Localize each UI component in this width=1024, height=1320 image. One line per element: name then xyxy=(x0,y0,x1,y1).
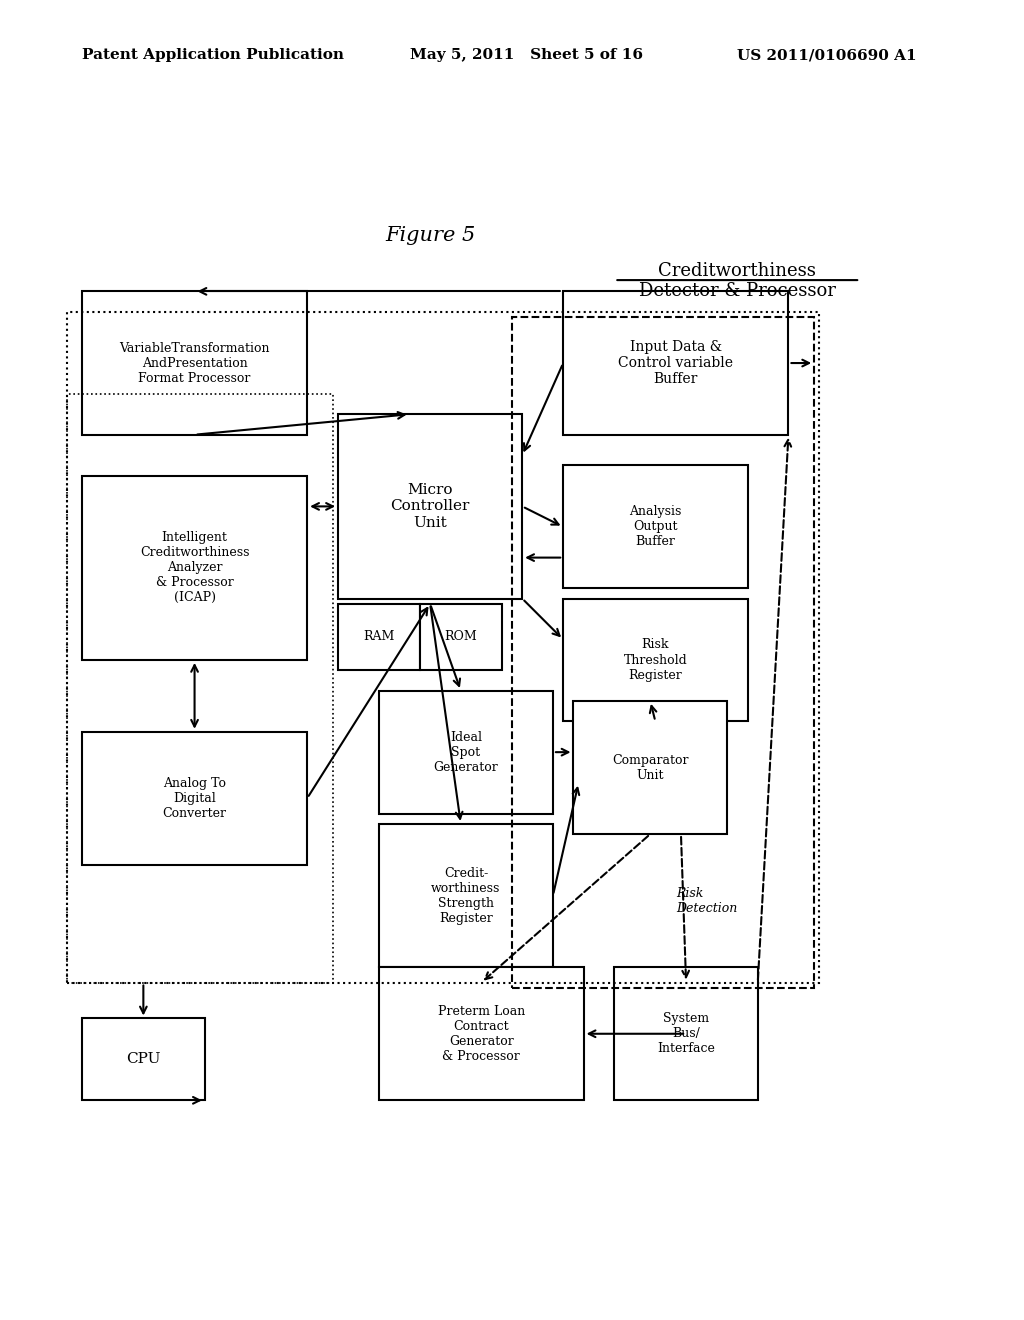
Text: May 5, 2011   Sheet 5 of 16: May 5, 2011 Sheet 5 of 16 xyxy=(410,49,643,62)
FancyBboxPatch shape xyxy=(82,731,307,865)
Text: System
Bus/
Interface: System Bus/ Interface xyxy=(657,1012,715,1055)
FancyBboxPatch shape xyxy=(420,603,502,671)
Text: Analog To
Digital
Converter: Analog To Digital Converter xyxy=(163,776,226,820)
Text: Creditworthiness: Creditworthiness xyxy=(658,261,816,280)
Text: Input Data &
Control variable
Buffer: Input Data & Control variable Buffer xyxy=(618,339,733,387)
FancyBboxPatch shape xyxy=(614,968,758,1101)
Text: Ideal
Spot
Generator: Ideal Spot Generator xyxy=(433,731,499,774)
FancyBboxPatch shape xyxy=(563,292,788,434)
FancyBboxPatch shape xyxy=(82,1019,205,1101)
FancyBboxPatch shape xyxy=(338,414,522,598)
Text: Figure 5: Figure 5 xyxy=(385,226,475,244)
FancyBboxPatch shape xyxy=(82,475,307,660)
Text: Micro
Controller
Unit: Micro Controller Unit xyxy=(390,483,470,529)
FancyBboxPatch shape xyxy=(82,292,307,434)
Text: VariableTransformation
AndPresentation
Format Processor: VariableTransformation AndPresentation F… xyxy=(120,342,269,384)
Text: RAM: RAM xyxy=(364,631,394,643)
Text: Risk
Detection: Risk Detection xyxy=(676,887,737,915)
FancyBboxPatch shape xyxy=(563,598,748,722)
FancyBboxPatch shape xyxy=(338,603,420,671)
FancyBboxPatch shape xyxy=(379,968,584,1101)
Text: CPU: CPU xyxy=(126,1052,161,1067)
Text: Analysis
Output
Buffer: Analysis Output Buffer xyxy=(629,506,682,548)
Text: Risk
Threshold
Register: Risk Threshold Register xyxy=(624,639,687,681)
Text: Detector & Processor: Detector & Processor xyxy=(639,282,836,301)
Text: US 2011/0106690 A1: US 2011/0106690 A1 xyxy=(737,49,916,62)
Text: Comparator
Unit: Comparator Unit xyxy=(612,754,688,781)
Text: Intelligent
Creditworthiness
Analyzer
& Processor
(ICAP): Intelligent Creditworthiness Analyzer & … xyxy=(140,532,249,605)
FancyBboxPatch shape xyxy=(563,466,748,589)
FancyBboxPatch shape xyxy=(379,690,553,813)
Text: Patent Application Publication: Patent Application Publication xyxy=(82,49,344,62)
Text: ROM: ROM xyxy=(444,631,477,643)
Text: Credit-
worthiness
Strength
Register: Credit- worthiness Strength Register xyxy=(431,866,501,924)
FancyBboxPatch shape xyxy=(379,824,553,968)
FancyBboxPatch shape xyxy=(573,701,727,834)
Text: Preterm Loan
Contract
Generator
& Processor: Preterm Loan Contract Generator & Proces… xyxy=(437,1005,525,1063)
